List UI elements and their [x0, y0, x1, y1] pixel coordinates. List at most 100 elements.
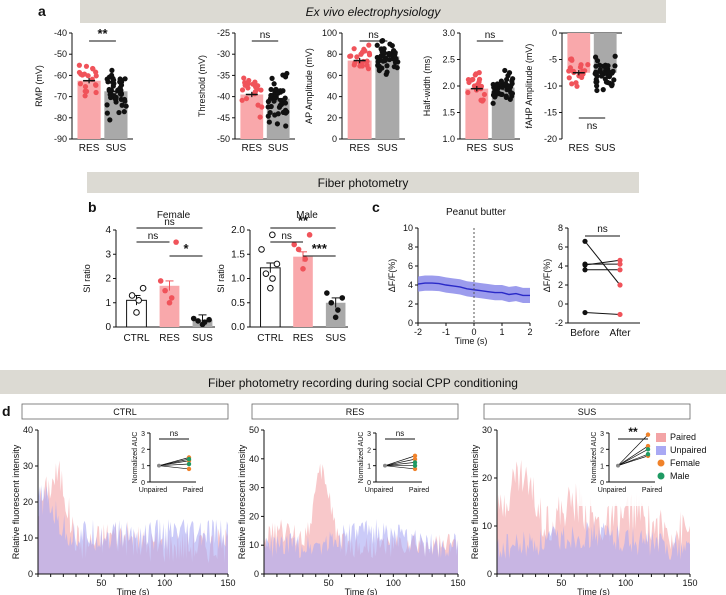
chart-a3-point: [366, 50, 372, 56]
chart-c1-x-tick-label: 1: [499, 327, 504, 337]
chart-d2-inset-y-tick-label: 1: [367, 464, 371, 471]
chart-a2-point: [275, 90, 281, 97]
chart-a3-y-label: AP Amplitude (mV): [304, 48, 314, 124]
chart-d3-inset-point-male: [645, 447, 651, 452]
chart-b2-point: [295, 246, 302, 253]
chart-a3-y-tick-label: 40: [327, 92, 337, 102]
chart-b2-point: [273, 260, 281, 268]
chart-d3-inset-y-tick-label: 3: [600, 431, 604, 438]
chart-a4-y-tick-label: 1.5: [442, 108, 455, 118]
chart-d2-inset-pair-line: [384, 465, 416, 470]
chart-d3-inset-y-tick-label: 1: [600, 464, 604, 471]
chart-b2-point: [269, 275, 276, 282]
chart-a4-point: [510, 76, 516, 82]
chart-a4-point: [478, 83, 485, 89]
chart-c2-point-before: [582, 309, 588, 316]
chart-b2-y-tick-label: 1.5: [231, 249, 245, 260]
chart-a2-point: [279, 101, 285, 107]
chart-d3-inset-pair-line: [617, 445, 649, 466]
chart-a1-point: [82, 93, 88, 99]
chart-d2-title-box: [251, 403, 459, 420]
chart-b2-point: [267, 284, 274, 292]
chart-a5-point: [579, 74, 585, 81]
chart-c1-y-tick-label: 10: [403, 223, 413, 233]
chart-a3-y-tick-label: 80: [327, 49, 337, 59]
chart-d3-x-tick-label: 150: [682, 578, 697, 588]
banner-a-title: Ex vivo electrophysiology: [306, 5, 442, 19]
chart-b2-y-tick-label: 2.0: [231, 225, 245, 236]
chart-a5-point: [609, 83, 615, 89]
chart-a5-y-tick-label: -15: [544, 108, 557, 118]
chart-a2-y-tick-label: -35: [217, 70, 230, 80]
chart-a3-point: [359, 49, 366, 55]
chart-d2-inset-point-unpaired: [383, 463, 387, 468]
chart-a2-point: [245, 81, 252, 87]
chart-d1-x-tick-label: 50: [96, 578, 106, 588]
chart-a2-point: [282, 74, 289, 80]
chart-a1-x-tick-label: SUS: [106, 143, 127, 154]
chart-a5-point: [610, 68, 616, 74]
chart-a2-y-tick-label: -30: [217, 49, 230, 59]
chart-a1-point: [83, 63, 90, 69]
chart-a5-point: [585, 62, 591, 68]
chart-d3-y-tick-label: 20: [482, 473, 492, 483]
chart-a5-point: [593, 79, 599, 85]
chart-c1-y-tick-label: 6: [408, 261, 413, 271]
chart-a1-point: [109, 72, 115, 78]
chart-c1-y-label: ΔF/F(%): [387, 259, 397, 293]
chart-a2-point: [239, 87, 246, 93]
chart-d2-y-tick-label: 0: [254, 569, 259, 579]
chart-a3-point: [351, 62, 357, 68]
chart-a5-point: [567, 65, 574, 71]
chart-c2-point-after: [617, 267, 623, 273]
chart-a4-point: [503, 80, 509, 87]
chart-a3-point: [351, 46, 357, 52]
chart-a4-point: [474, 81, 481, 88]
chart-a3-point: [347, 53, 353, 59]
chart-a3-bar: [375, 56, 400, 139]
chart-d1-inset-y-tick-label: 2: [141, 447, 145, 454]
chart-a5-point: [594, 87, 600, 94]
chart-b1-sig-label: ns: [164, 217, 175, 228]
chart-b2-x-tick-label: CTRL: [257, 333, 284, 344]
chart-a1-bar: [77, 80, 101, 139]
chart-a4-point: [465, 89, 471, 96]
chart-d2-y-label: Relative fluorescent intensity: [237, 444, 247, 559]
chart-a2-point: [252, 79, 258, 85]
chart-b2-point: [262, 270, 270, 277]
chart-a4-point: [472, 72, 478, 78]
chart-a1-point: [104, 110, 110, 116]
chart-a2-y-label: Threshold (mV): [197, 55, 207, 117]
chart-a5-point: [574, 83, 580, 89]
chart-d2-y-tick-label: 50: [249, 425, 259, 435]
chart-c2-y-tick-label: -2: [555, 318, 563, 328]
chart-b1-bar: [159, 285, 180, 327]
chart-a2-x-tick-label: RES: [242, 143, 263, 154]
chart-d3-x-label: Time (s): [577, 587, 610, 595]
chart-d2-y-tick-label: 10: [249, 540, 259, 550]
chart-a3-y-tick-label: 0: [332, 134, 337, 144]
chart-d2-inset-point-male: [412, 463, 418, 468]
chart-c2-pair-line: [584, 259, 621, 266]
chart-a2-point: [282, 107, 289, 113]
chart-d2-inset-pair-line: [384, 455, 416, 466]
chart-d2-inset-y-tick-label: 0: [367, 480, 371, 487]
chart-d1-title-box: [21, 403, 229, 420]
chart-b1-y-tick-label: 3: [105, 249, 111, 260]
chart-a3-y-tick-label: 100: [322, 28, 337, 38]
chart-d3-inset-y-tick-label: 0: [600, 480, 604, 487]
chart-a3-point: [381, 46, 387, 52]
chart-d2-inset-y-tick-label: 2: [367, 447, 371, 454]
chart-b1-point: [168, 295, 175, 301]
chart-d3-x-tick-label: 50: [556, 578, 566, 588]
chart-a4-point: [495, 81, 501, 88]
chart-a1-point: [83, 88, 90, 94]
chart-a2-point: [271, 81, 277, 87]
chart-d1-inset-y-tick-label: 3: [141, 431, 145, 438]
chart-d2-inset-sig-label: ns: [396, 429, 404, 438]
chart-c2-x-tick-label: After: [609, 328, 631, 339]
chart-b1-y-tick-label: 4: [105, 225, 111, 236]
banner-a: [80, 0, 666, 23]
chart-a5-y-tick-label: 0: [552, 28, 557, 38]
chart-a2-point: [267, 95, 274, 102]
